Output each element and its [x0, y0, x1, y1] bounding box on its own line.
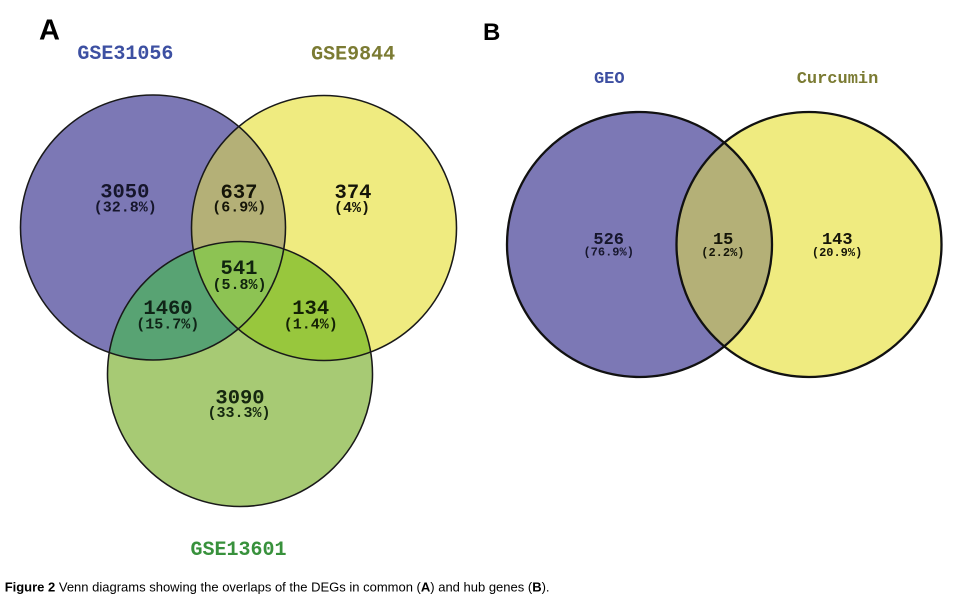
- svg-text:(33.3%): (33.3%): [207, 405, 270, 422]
- svg-text:(5.8%): (5.8%): [212, 277, 266, 294]
- svg-text:526: 526: [593, 231, 624, 250]
- svg-text:143: 143: [822, 231, 853, 250]
- svg-text:(20.9%): (20.9%): [812, 246, 862, 260]
- svg-text:B: B: [483, 19, 500, 46]
- svg-text:(1.4%): (1.4%): [284, 317, 338, 334]
- svg-text:(6.9%): (6.9%): [212, 200, 266, 217]
- svg-text:3050: 3050: [100, 182, 149, 205]
- svg-text:GSE9844: GSE9844: [311, 43, 395, 66]
- svg-text:Curcumin: Curcumin: [797, 70, 879, 89]
- svg-text:15: 15: [713, 231, 733, 250]
- svg-text:(15.7%): (15.7%): [136, 317, 199, 334]
- svg-text:3090: 3090: [215, 388, 264, 411]
- svg-text:(76.9%): (76.9%): [583, 246, 633, 260]
- svg-text:134: 134: [292, 298, 329, 321]
- svg-text:374: 374: [335, 182, 372, 205]
- svg-text:(2.2%): (2.2%): [701, 246, 744, 260]
- svg-text:Figure 2 Venn diagrams showing: Figure 2 Venn diagrams showing the overl…: [5, 580, 550, 595]
- svg-text:A: A: [39, 15, 60, 47]
- svg-text:GSE13601: GSE13601: [190, 539, 286, 562]
- svg-text:541: 541: [221, 258, 258, 281]
- svg-text:(32.8%): (32.8%): [94, 200, 157, 217]
- svg-text:(4%): (4%): [334, 200, 370, 217]
- svg-text:GSE31056: GSE31056: [77, 43, 173, 66]
- svg-text:637: 637: [221, 182, 258, 205]
- svg-text:GEO: GEO: [594, 70, 625, 89]
- svg-text:1460: 1460: [143, 298, 192, 321]
